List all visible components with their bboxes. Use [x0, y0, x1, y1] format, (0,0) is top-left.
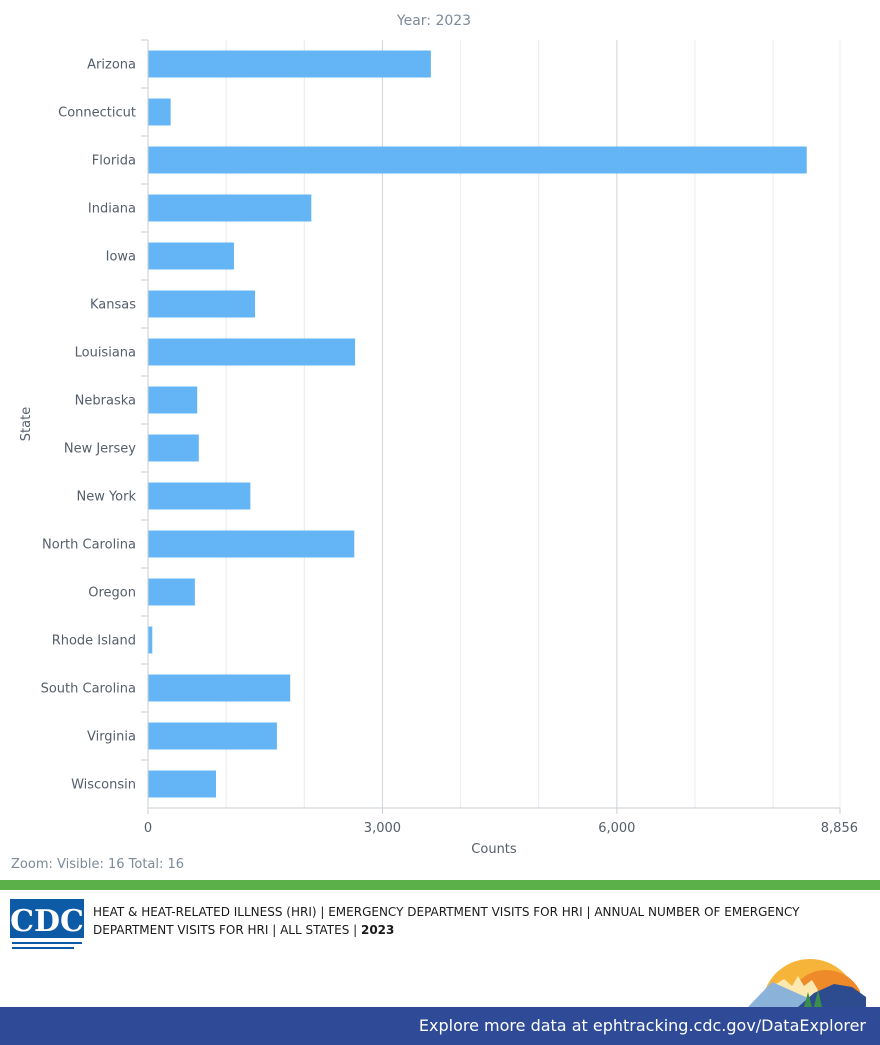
category-label: Arizona [87, 58, 136, 73]
bar-chart: Year: 2023 Arizona Connecticut Florida Indi… [19, 13, 858, 857]
chart-title: Year: 2023 [396, 13, 471, 29]
category-label: Connecticut [58, 106, 136, 121]
category-label: North Carolina [42, 538, 136, 553]
footer-description-year: 2023 [360, 923, 395, 937]
bars [148, 50, 807, 798]
bar-indiana[interactable] [148, 194, 312, 222]
bar-kansas[interactable] [148, 290, 256, 318]
bar-south-carolina[interactable] [148, 674, 291, 702]
bar-florida[interactable] [148, 146, 807, 174]
green-divider [0, 880, 880, 890]
zoom-status: Zoom: Visible: 16 Total: 16 [11, 857, 185, 872]
bar-arizona[interactable] [148, 50, 431, 78]
category-label: Florida [92, 154, 136, 169]
x-tick-labels: 0 3,000 6,000 8,856 [144, 808, 858, 836]
category-label: Virginia [87, 730, 136, 745]
data-explorer-link[interactable]: Explore more data at ephtracking.cdc.gov… [418, 1016, 866, 1035]
category-label: Iowa [106, 250, 136, 265]
bar-new-york[interactable] [148, 482, 251, 510]
x-tick-label: 6,000 [598, 821, 635, 836]
x-axis-title: Counts [471, 842, 517, 857]
bottom-banner: Explore more data at ephtracking.cdc.gov… [0, 1007, 880, 1045]
bar-rhode-island[interactable] [148, 626, 153, 654]
x-tick-label: 8,856 [821, 821, 858, 836]
bar-iowa[interactable] [148, 242, 234, 270]
bar-connecticut[interactable] [148, 98, 171, 126]
category-labels: Arizona Connecticut Florida Indiana Iowa Kans… [41, 39, 148, 793]
bar-louisiana[interactable] [148, 338, 356, 366]
footer-description-text: HEAT & HEAT-RELATED ILLNESS (HRI) | EMER… [93, 905, 800, 937]
bar-new-jersey[interactable] [148, 434, 199, 462]
footer-description: HEAT & HEAT-RELATED ILLNESS (HRI) | EMER… [93, 903, 853, 939]
bar-virginia[interactable] [148, 722, 277, 750]
bar-wisconsin[interactable] [148, 770, 216, 798]
category-label: Wisconsin [71, 778, 136, 793]
category-label: Nebraska [75, 394, 136, 409]
y-axis-title: State [19, 407, 34, 441]
bar-north-carolina[interactable] [148, 530, 355, 558]
cdc-logo-text: CDC [10, 904, 84, 939]
category-label: New Jersey [64, 442, 136, 457]
footer: CDC HEAT & HEAT-RELATED ILLNESS (HRI) | … [0, 890, 880, 1007]
category-label: Rhode Island [52, 634, 136, 649]
category-label: New York [76, 490, 136, 505]
sunrise-logo-icon [748, 959, 866, 1007]
bar-oregon[interactable] [148, 578, 195, 606]
bar-nebraska[interactable] [148, 386, 198, 414]
x-tick-label: 3,000 [364, 821, 401, 836]
cdc-logo: CDC [9, 898, 85, 954]
category-label: Kansas [90, 298, 136, 313]
category-label: Louisiana [75, 346, 136, 361]
category-label: Oregon [88, 586, 136, 601]
category-label: South Carolina [41, 682, 136, 697]
category-label: Indiana [88, 202, 136, 217]
x-tick-label: 0 [144, 821, 152, 836]
